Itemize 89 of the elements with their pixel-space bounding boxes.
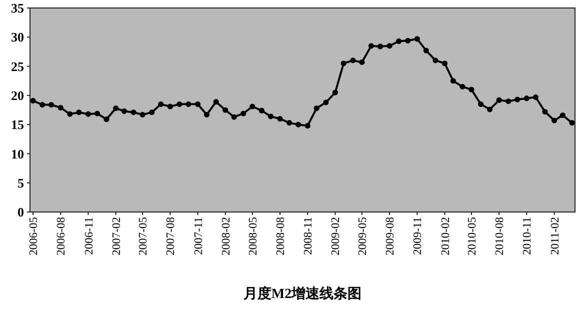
point — [542, 108, 548, 115]
point — [40, 102, 46, 108]
y-tick-label: 10 — [11, 146, 24, 162]
point — [314, 105, 320, 112]
point — [359, 59, 365, 66]
x-tick-label: 2006-05 — [28, 216, 40, 256]
point — [268, 114, 274, 120]
point — [478, 101, 484, 107]
point — [258, 108, 264, 114]
point — [194, 101, 201, 107]
y-tick-label: 20 — [11, 88, 24, 103]
x-tick-label: 2007-11 — [192, 216, 205, 255]
point — [486, 106, 493, 112]
point — [76, 110, 82, 116]
point — [304, 122, 310, 129]
point — [405, 38, 411, 44]
x-tick-label: 2009-08 — [384, 216, 397, 256]
point — [332, 90, 338, 96]
x-tick-label: 2011-02 — [549, 216, 562, 255]
x-tick-label: 2008-08 — [275, 216, 288, 256]
x-tick-label: 2010-02 — [440, 216, 452, 256]
x-tick-label: 2009-05 — [356, 216, 369, 256]
point — [468, 86, 474, 92]
point — [296, 122, 302, 128]
point — [551, 118, 558, 124]
y-tick-label: 5 — [18, 175, 24, 190]
point — [569, 120, 575, 126]
y-tick-label: 25 — [11, 58, 24, 74]
point — [167, 104, 173, 110]
point — [250, 104, 256, 110]
point — [240, 110, 246, 116]
point — [204, 112, 210, 118]
point — [506, 98, 512, 104]
x-tick-label: 2006-11 — [83, 216, 96, 255]
point — [423, 48, 429, 54]
point — [560, 112, 566, 118]
point — [186, 101, 192, 107]
y-tick-label: 30 — [11, 30, 24, 45]
x-tick-label: 2007-02 — [110, 216, 123, 256]
point — [176, 101, 182, 107]
x-tick-label: 2009-02 — [330, 216, 342, 256]
point — [277, 116, 283, 122]
point — [121, 108, 128, 114]
y-tick-label: 0 — [18, 204, 24, 220]
point — [442, 60, 448, 66]
point — [30, 98, 36, 104]
x-tick-label: 2008-05 — [247, 216, 260, 256]
point — [222, 107, 228, 113]
y-tick-label: 35 — [11, 0, 24, 16]
point — [368, 43, 374, 49]
x-tick-label: 2009-11 — [412, 216, 424, 255]
point — [396, 38, 402, 44]
point — [231, 114, 237, 120]
point — [140, 112, 146, 118]
point — [432, 58, 438, 64]
text: 月度M2增速线条图 — [242, 285, 362, 302]
point — [340, 60, 346, 66]
point — [149, 110, 155, 116]
y-tick-label: 15 — [11, 117, 24, 132]
point — [450, 78, 456, 84]
point — [113, 105, 119, 112]
x-tick-label: 2007-08 — [165, 216, 178, 256]
x-tick-label: 2008-11 — [302, 216, 315, 255]
x-tick-label: 2008-02 — [220, 216, 232, 256]
point — [94, 110, 100, 116]
point — [85, 111, 92, 117]
point — [514, 96, 520, 102]
x-tick-label: 2010-11 — [522, 216, 534, 255]
point — [286, 120, 292, 126]
point — [386, 43, 392, 49]
point — [377, 44, 384, 50]
point — [58, 104, 64, 110]
x-tick-label: 2010-08 — [494, 216, 506, 256]
point — [67, 111, 73, 117]
x-tick-label: 2007-05 — [138, 216, 150, 256]
point — [496, 97, 502, 103]
point — [323, 100, 329, 106]
point — [532, 94, 538, 100]
point — [158, 101, 164, 107]
point — [104, 116, 110, 122]
point — [414, 36, 420, 42]
point — [130, 110, 136, 116]
point — [350, 58, 356, 64]
point — [48, 102, 54, 108]
point — [460, 84, 466, 90]
point — [524, 96, 530, 102]
x-tick-label: 2006-08 — [56, 216, 68, 256]
x-tick-label: 2010-05 — [466, 216, 478, 256]
point — [213, 99, 219, 105]
